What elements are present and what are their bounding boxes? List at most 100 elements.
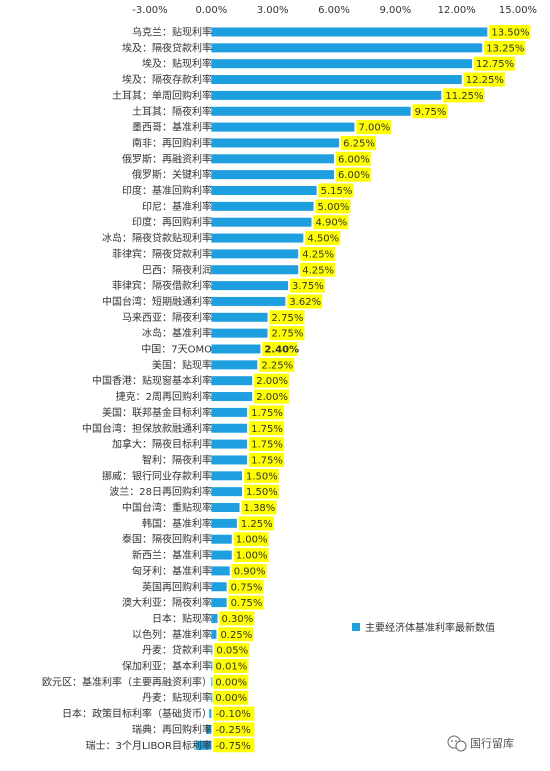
data-label-highlight xyxy=(412,104,448,119)
category-label: 中国香港：贴现窗基本利率 xyxy=(92,374,212,387)
data-label: 13.25% xyxy=(486,43,524,54)
data-label: 1.75% xyxy=(251,455,283,466)
category-label: 土耳其：单周回购利率 xyxy=(112,89,212,102)
data-label-highlight xyxy=(484,40,526,55)
data-labels: 13.50% 13.25% 12.75% 12.25% 11.25% 9.75% 7.00%… xyxy=(213,25,531,753)
watermark: 国行留库 xyxy=(447,735,514,752)
category-label: 中国台湾：重贴现率 xyxy=(122,501,212,514)
data-label: 0.30% xyxy=(221,614,253,625)
category-label: 日本：贴现率 xyxy=(152,612,212,625)
category-label: 中国台湾：担保放款融通利率 xyxy=(82,422,212,435)
data-label-highlight xyxy=(249,421,285,436)
category-label: 挪威：银行同业存款利率 xyxy=(102,469,212,482)
category-label: 埃及：隔夜存款利率 xyxy=(122,73,212,86)
data-label-highlight xyxy=(244,468,279,483)
bar xyxy=(211,154,334,164)
data-label-highlight xyxy=(336,167,371,182)
bar xyxy=(211,122,355,132)
data-label: 7.00% xyxy=(358,123,390,134)
data-label: 6.25% xyxy=(343,138,375,149)
data-label: 1.75% xyxy=(251,424,283,435)
category-label: 墨西哥：基准利率 xyxy=(132,121,212,134)
data-label: -0.75% xyxy=(215,741,250,752)
data-label: 2.00% xyxy=(256,376,288,387)
category-label: 保加利亚：基本利率 xyxy=(122,660,212,673)
bar xyxy=(211,27,488,37)
data-label-highlight xyxy=(290,278,325,293)
data-label-highlight xyxy=(315,199,351,214)
category-label: 印度：再回购利率 xyxy=(132,216,212,229)
category-label: 美国：贴现率 xyxy=(152,358,212,371)
bar xyxy=(211,693,213,703)
category-label: 乌克兰：贴现利率 xyxy=(132,26,212,39)
x-tick-label: -3.00% xyxy=(132,5,167,16)
category-label: 泰国：隔夜回购利率 xyxy=(122,533,212,546)
x-tick-label: 3.00% xyxy=(257,5,289,16)
bar xyxy=(211,582,227,592)
x-tick-label: 12.00% xyxy=(438,5,476,16)
data-label: 4.50% xyxy=(307,234,339,245)
category-label: 俄罗斯：再融资利率 xyxy=(122,152,212,165)
data-label-highlight xyxy=(241,500,277,515)
bar xyxy=(211,550,232,560)
data-label: 3.75% xyxy=(292,281,324,292)
category-label: 冰岛：隔夜贷款贴现利率 xyxy=(102,232,212,245)
x-tick-label: 15.00% xyxy=(499,5,537,16)
category-label: 冰岛：基准利率 xyxy=(142,327,212,340)
data-label-highlight xyxy=(341,135,377,150)
data-label-highlight xyxy=(463,72,505,87)
bar xyxy=(211,170,334,180)
data-label-highlight xyxy=(231,563,267,578)
bar xyxy=(211,487,242,497)
data-label: 0.05% xyxy=(216,646,248,657)
data-label: 0.25% xyxy=(220,630,252,641)
data-label-highlight xyxy=(336,151,371,166)
data-label: 5.00% xyxy=(318,202,350,213)
category-label: 瑞士：3个月LIBOR目标利率 xyxy=(86,739,212,752)
data-label: 6.00% xyxy=(338,170,370,181)
data-label-highlight xyxy=(213,690,249,705)
data-label: 3.62% xyxy=(289,297,321,308)
data-label: 0.90% xyxy=(234,566,266,577)
bar xyxy=(211,661,213,671)
data-label: 13.50% xyxy=(491,28,529,39)
data-label: 0.00% xyxy=(215,677,247,688)
data-label: 2.00% xyxy=(256,392,288,403)
bar xyxy=(211,344,261,354)
data-label-highlight xyxy=(474,56,516,71)
bar xyxy=(211,566,230,576)
bar xyxy=(211,296,286,306)
bar xyxy=(211,201,314,211)
bar xyxy=(211,75,462,85)
bar xyxy=(211,598,227,608)
data-label-highlight xyxy=(356,120,392,135)
data-label: 2.40% xyxy=(264,345,299,356)
bar xyxy=(211,455,248,465)
data-label: 4.25% xyxy=(302,265,334,276)
data-label-highlight xyxy=(305,231,341,246)
bar xyxy=(211,534,232,544)
bar xyxy=(211,233,304,243)
category-label: 捷克：2周再回购利率 xyxy=(116,390,212,403)
data-label-highlight xyxy=(213,738,255,753)
bar xyxy=(206,724,212,734)
data-label: 1.75% xyxy=(251,440,283,451)
category-label: 印尼：基准利率 xyxy=(142,200,212,213)
data-label-highlight xyxy=(254,373,290,388)
category-label: 日本：政策目标利率（基础货币） xyxy=(62,707,212,720)
bar xyxy=(211,217,312,227)
bar xyxy=(211,186,317,195)
category-labels: 乌克兰：贴现利率埃及：隔夜贷款利率埃及：贴现利率埃及：隔夜存款利率土耳其：单周回… xyxy=(42,26,212,752)
data-label-highlight xyxy=(313,215,349,230)
data-label-highlight xyxy=(233,548,269,563)
bar xyxy=(211,392,253,402)
data-label: 12.75% xyxy=(476,59,514,70)
data-label: 1.75% xyxy=(251,408,283,419)
data-label: 4.90% xyxy=(316,218,348,229)
legend-swatch xyxy=(352,623,360,631)
data-label: 6.00% xyxy=(338,154,370,165)
bar xyxy=(211,328,268,338)
bar xyxy=(211,43,483,53)
category-label: 中国台湾：短期融通利率 xyxy=(102,295,212,308)
